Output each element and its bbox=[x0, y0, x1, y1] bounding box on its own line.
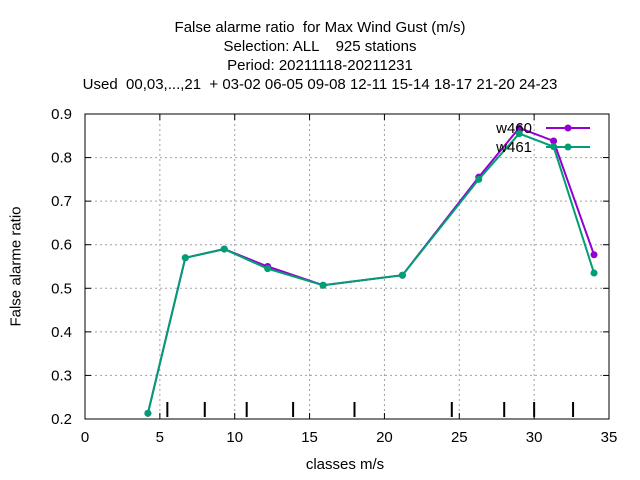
x-tick-label: 5 bbox=[156, 429, 164, 446]
data-point-w460 bbox=[515, 124, 523, 132]
plot-frame bbox=[84, 113, 610, 420]
data-point-w461 bbox=[181, 254, 189, 262]
y-tick-label: 0.7 bbox=[51, 193, 72, 210]
data-point-w460 bbox=[590, 251, 598, 259]
y-tick-label: 0.2 bbox=[51, 411, 72, 428]
legend-marker-w460 bbox=[564, 124, 572, 132]
data-point-w461 bbox=[475, 175, 483, 183]
data-point-w461 bbox=[515, 130, 523, 138]
x-tick-label: 20 bbox=[376, 429, 393, 446]
y-tick-label: 0.5 bbox=[51, 280, 72, 297]
y-axis-title: False alarme ratio bbox=[7, 206, 25, 327]
y-tick-label: 0.9 bbox=[51, 106, 72, 123]
chart-title-line-3: Period: 20211118-20211231 bbox=[227, 57, 413, 74]
data-point-w461 bbox=[220, 245, 228, 253]
x-tick-label: 10 bbox=[226, 429, 243, 446]
series-line-w461 bbox=[146, 132, 595, 414]
chart-title-line-4: Used 00,03,...,21 + 03-02 06-05 09-08 12… bbox=[82, 76, 558, 93]
y-tick-label: 0.6 bbox=[51, 237, 72, 254]
y-tick-label: 0.3 bbox=[51, 367, 72, 384]
legend-label-w460: w460 bbox=[495, 120, 532, 137]
x-tick-label: 35 bbox=[601, 429, 618, 446]
x-axis-title: classes m/s bbox=[305, 456, 385, 473]
x-tick-label: 25 bbox=[451, 429, 468, 446]
y-tick-label: 0.4 bbox=[51, 324, 72, 341]
data-point-w461 bbox=[319, 281, 327, 289]
chart-title-line-1: False alarme ratio for Max Wind Gust (m/… bbox=[174, 19, 466, 36]
data-point-w460 bbox=[550, 137, 558, 145]
x-tick-label: 0 bbox=[81, 429, 89, 446]
series-line-w460 bbox=[146, 126, 595, 414]
legend-marker-w461 bbox=[564, 143, 572, 151]
legend-label-w461: w461 bbox=[495, 139, 532, 156]
x-tick-label: 30 bbox=[526, 429, 543, 446]
data-point-w461 bbox=[590, 269, 598, 277]
y-tick-label: 0.8 bbox=[51, 150, 72, 167]
data-point-w461 bbox=[398, 271, 406, 279]
x-tick-label: 15 bbox=[301, 429, 318, 446]
data-point-w461 bbox=[144, 409, 152, 417]
chart-title-line-2: Selection: ALL 925 stations bbox=[223, 38, 417, 55]
data-point-w461 bbox=[264, 265, 272, 273]
